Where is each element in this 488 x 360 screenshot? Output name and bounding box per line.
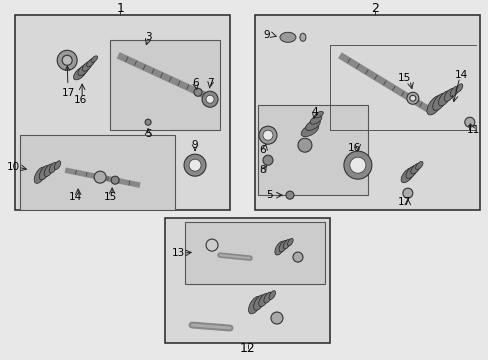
Bar: [254, 15, 479, 210]
Ellipse shape: [287, 238, 292, 246]
Ellipse shape: [39, 166, 50, 180]
Ellipse shape: [314, 111, 323, 118]
Text: 14: 14: [68, 192, 81, 202]
Circle shape: [464, 117, 474, 127]
Circle shape: [57, 50, 77, 70]
Ellipse shape: [305, 120, 320, 130]
Circle shape: [270, 312, 283, 324]
Ellipse shape: [44, 164, 53, 176]
Text: 7: 7: [206, 78, 213, 88]
Circle shape: [194, 88, 202, 96]
Circle shape: [343, 151, 371, 179]
Circle shape: [189, 159, 201, 171]
Bar: [184, 222, 324, 284]
Ellipse shape: [49, 162, 57, 173]
Text: 3: 3: [144, 32, 151, 42]
Text: 5: 5: [144, 129, 151, 139]
Ellipse shape: [91, 56, 98, 62]
Ellipse shape: [309, 116, 321, 124]
Circle shape: [202, 91, 218, 107]
Ellipse shape: [301, 124, 318, 137]
Circle shape: [292, 252, 303, 262]
Text: 4: 4: [311, 107, 318, 117]
Circle shape: [94, 171, 106, 183]
Text: 5: 5: [266, 190, 273, 200]
Text: 1: 1: [116, 2, 124, 15]
Ellipse shape: [432, 93, 446, 111]
Circle shape: [285, 191, 293, 199]
Circle shape: [205, 95, 214, 103]
Text: 16: 16: [73, 95, 86, 105]
Circle shape: [263, 130, 272, 140]
Text: 9: 9: [263, 30, 270, 40]
Ellipse shape: [444, 89, 454, 102]
Text: 17: 17: [61, 66, 75, 98]
Ellipse shape: [258, 293, 268, 307]
Ellipse shape: [415, 162, 422, 170]
Text: 11: 11: [466, 125, 479, 135]
Text: 6: 6: [192, 78, 199, 88]
Circle shape: [297, 138, 311, 152]
Ellipse shape: [410, 163, 419, 174]
Ellipse shape: [400, 168, 414, 183]
Circle shape: [409, 95, 415, 101]
Circle shape: [402, 188, 412, 198]
Ellipse shape: [268, 291, 275, 300]
Ellipse shape: [279, 240, 287, 252]
Ellipse shape: [82, 61, 92, 71]
Text: 15: 15: [103, 192, 117, 202]
Ellipse shape: [299, 33, 305, 41]
Circle shape: [259, 126, 276, 144]
Bar: [165, 218, 329, 343]
Circle shape: [183, 154, 205, 176]
Bar: [110, 40, 220, 130]
Ellipse shape: [426, 95, 442, 115]
Ellipse shape: [455, 84, 462, 92]
Ellipse shape: [248, 296, 261, 314]
Ellipse shape: [405, 166, 417, 178]
Text: 2: 2: [370, 2, 378, 15]
Bar: [258, 105, 367, 195]
Ellipse shape: [274, 241, 285, 255]
Circle shape: [406, 92, 418, 104]
Ellipse shape: [449, 86, 458, 97]
Ellipse shape: [280, 32, 295, 42]
Text: 15: 15: [397, 73, 410, 83]
Ellipse shape: [73, 67, 86, 80]
Circle shape: [145, 119, 151, 125]
Circle shape: [349, 157, 365, 173]
Ellipse shape: [438, 91, 450, 106]
Text: 12: 12: [240, 342, 255, 355]
Text: 14: 14: [454, 70, 468, 80]
Ellipse shape: [86, 59, 95, 67]
Text: 17: 17: [397, 197, 410, 207]
Bar: [15, 15, 229, 210]
Ellipse shape: [54, 161, 61, 170]
Ellipse shape: [78, 64, 89, 76]
Circle shape: [205, 239, 218, 251]
Text: 8: 8: [259, 165, 266, 175]
Text: 16: 16: [347, 143, 361, 153]
Bar: [20, 135, 175, 210]
Circle shape: [111, 176, 119, 184]
Circle shape: [62, 55, 72, 65]
Ellipse shape: [34, 167, 46, 183]
Circle shape: [263, 155, 272, 165]
Ellipse shape: [283, 239, 290, 249]
Text: 10: 10: [7, 162, 20, 172]
Text: 9: 9: [191, 140, 198, 150]
Ellipse shape: [264, 292, 271, 303]
Ellipse shape: [253, 295, 264, 310]
Text: 13: 13: [171, 248, 184, 258]
Text: 6: 6: [259, 145, 266, 155]
